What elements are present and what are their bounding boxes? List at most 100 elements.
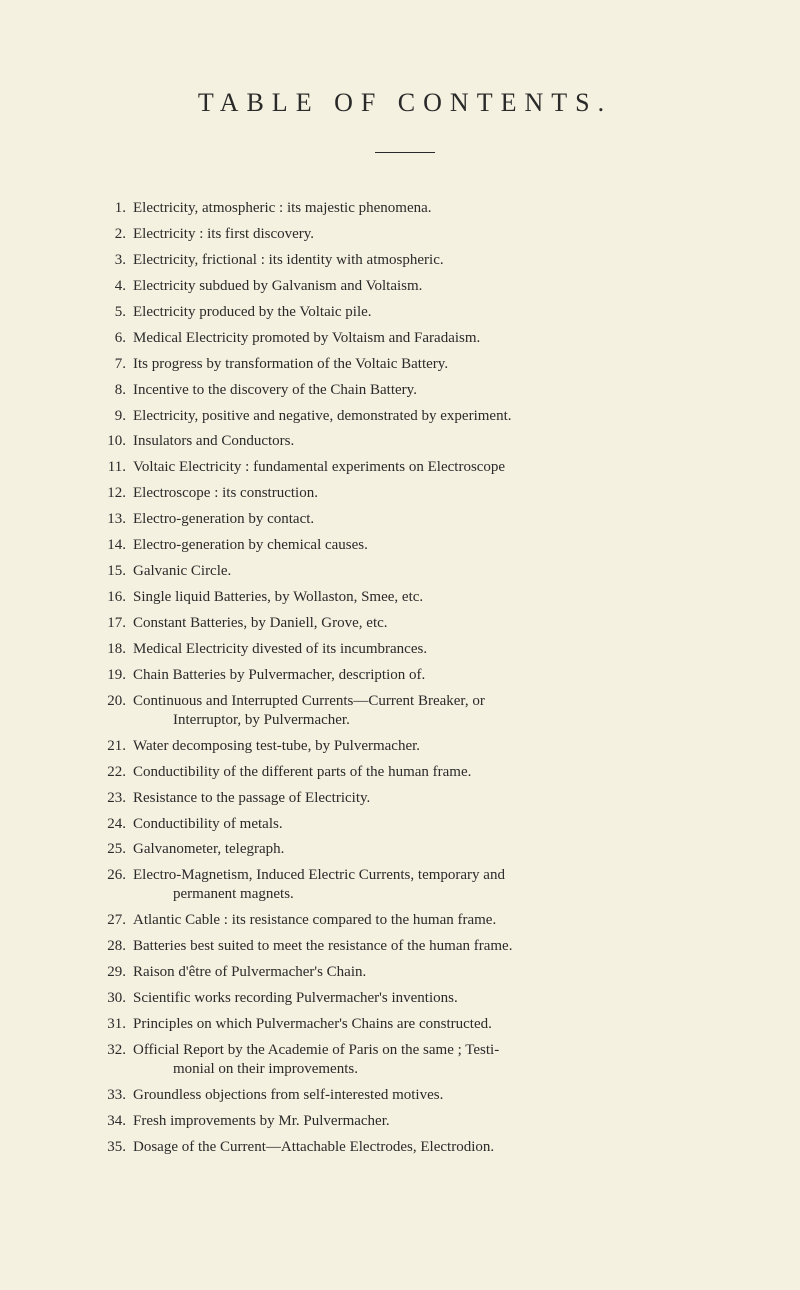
toc-text: Electricity : its first discovery. (133, 227, 705, 243)
toc-text: Electroscope : its construction. (133, 486, 705, 502)
toc-text: Dosage of the Current—Attachable Electro… (133, 1140, 705, 1156)
toc-text: Conductibility of the different parts of… (133, 765, 705, 781)
toc-text: Electro-generation by contact. (133, 512, 705, 528)
toc-number: 17. (105, 616, 133, 632)
toc-text: Electro-Magnetism, Induced Electric Curr… (133, 868, 705, 884)
toc-item: 28.Batteries best suited to meet the res… (105, 939, 705, 955)
toc-number: 29. (105, 965, 133, 981)
toc-number: 21. (105, 739, 133, 755)
toc-number: 6. (105, 331, 133, 347)
toc-item: 5.Electricity produced by the Voltaic pi… (105, 305, 705, 321)
toc-text: Official Report by the Academie of Paris… (133, 1043, 705, 1059)
toc-number: 34. (105, 1114, 133, 1130)
toc-item: 35.Dosage of the Current—Attachable Elec… (105, 1140, 705, 1156)
toc-number: 26. (105, 868, 133, 884)
toc-item: 14.Electro-generation by chemical causes… (105, 538, 705, 554)
toc-text: Atlantic Cable : its resistance compared… (133, 913, 705, 929)
toc-continuation: monial on their improvements. (105, 1062, 705, 1078)
toc-number: 28. (105, 939, 133, 955)
toc-item: 19.Chain Batteries by Pulvermacher, desc… (105, 668, 705, 684)
toc-text: Medical Electricity divested of its incu… (133, 642, 705, 658)
toc-text: Its progress by transformation of the Vo… (133, 357, 705, 373)
toc-number: 22. (105, 765, 133, 781)
page-title: TABLE OF CONTENTS. (105, 88, 705, 118)
toc-item: 26.Electro-Magnetism, Induced Electric C… (105, 868, 705, 884)
toc-number: 10. (105, 434, 133, 450)
toc-item: 1.Electricity, atmospheric : its majesti… (105, 201, 705, 217)
toc-text: Insulators and Conductors. (133, 434, 705, 450)
toc-text: Incentive to the discovery of the Chain … (133, 383, 705, 399)
toc-item: 6.Medical Electricity promoted by Voltai… (105, 331, 705, 347)
toc-item: 16.Single liquid Batteries, by Wollaston… (105, 590, 705, 606)
toc-number: 20. (105, 694, 133, 710)
toc-item: 29.Raison d'être of Pulvermacher's Chain… (105, 965, 705, 981)
toc-number: 30. (105, 991, 133, 1007)
toc-text: Electro-generation by chemical causes. (133, 538, 705, 554)
toc-item: 3.Electricity, frictional : its identity… (105, 253, 705, 269)
toc-text: Principles on which Pulvermacher's Chain… (133, 1017, 705, 1033)
toc-item: 4.Electricity subdued by Galvanism and V… (105, 279, 705, 295)
toc-number: 9. (105, 409, 133, 425)
toc-item: 32.Official Report by the Academie of Pa… (105, 1043, 705, 1059)
toc-item: 23.Resistance to the passage of Electric… (105, 791, 705, 807)
toc-number: 12. (105, 486, 133, 502)
toc-item: 20.Continuous and Interrupted Currents—C… (105, 694, 705, 710)
toc-number: 24. (105, 817, 133, 833)
toc-text: Single liquid Batteries, by Wollaston, S… (133, 590, 705, 606)
title-divider (375, 152, 435, 153)
toc-item: 12.Electroscope : its construction. (105, 486, 705, 502)
toc-text: Raison d'être of Pulvermacher's Chain. (133, 965, 705, 981)
toc-item: 30.Scientific works recording Pulvermach… (105, 991, 705, 1007)
table-of-contents: 1.Electricity, atmospheric : its majesti… (105, 201, 705, 1155)
toc-text: Groundless objections from self-interest… (133, 1088, 705, 1104)
toc-text: Scientific works recording Pulvermacher'… (133, 991, 705, 1007)
toc-number: 35. (105, 1140, 133, 1156)
toc-item: 10.Insulators and Conductors. (105, 434, 705, 450)
toc-text: Resistance to the passage of Electricity… (133, 791, 705, 807)
toc-number: 8. (105, 383, 133, 399)
toc-text: Conductibility of metals. (133, 817, 705, 833)
toc-number: 31. (105, 1017, 133, 1033)
toc-number: 23. (105, 791, 133, 807)
toc-text: Galvanic Circle. (133, 564, 705, 580)
toc-item: 22.Conductibility of the different parts… (105, 765, 705, 781)
toc-text: Electricity, atmospheric : its majestic … (133, 201, 705, 217)
toc-text: Voltaic Electricity : fundamental experi… (133, 460, 705, 476)
toc-number: 25. (105, 842, 133, 858)
toc-number: 4. (105, 279, 133, 295)
toc-number: 3. (105, 253, 133, 269)
toc-text: Electricity subdued by Galvanism and Vol… (133, 279, 705, 295)
toc-number: 11. (105, 460, 133, 476)
toc-continuation: Interruptor, by Pulvermacher. (105, 713, 705, 729)
toc-text: Constant Batteries, by Daniell, Grove, e… (133, 616, 705, 632)
toc-item: 15.Galvanic Circle. (105, 564, 705, 580)
toc-text: Fresh improvements by Mr. Pulvermacher. (133, 1114, 705, 1130)
toc-text: Electricity, positive and negative, demo… (133, 409, 705, 425)
toc-text: Electricity, frictional : its identity w… (133, 253, 705, 269)
toc-item: 13.Electro-generation by contact. (105, 512, 705, 528)
toc-text: Chain Batteries by Pulvermacher, descrip… (133, 668, 705, 684)
toc-item: 2.Electricity : its first discovery. (105, 227, 705, 243)
toc-item: 27.Atlantic Cable : its resistance compa… (105, 913, 705, 929)
toc-number: 13. (105, 512, 133, 528)
toc-item: 31.Principles on which Pulvermacher's Ch… (105, 1017, 705, 1033)
toc-number: 15. (105, 564, 133, 580)
toc-number: 5. (105, 305, 133, 321)
toc-text: Batteries best suited to meet the resist… (133, 939, 705, 955)
toc-item: 8.Incentive to the discovery of the Chai… (105, 383, 705, 399)
toc-item: 9.Electricity, positive and negative, de… (105, 409, 705, 425)
toc-number: 33. (105, 1088, 133, 1104)
toc-number: 1. (105, 201, 133, 217)
toc-number: 16. (105, 590, 133, 606)
toc-text: Electricity produced by the Voltaic pile… (133, 305, 705, 321)
toc-continuation: permanent magnets. (105, 887, 705, 903)
toc-item: 33.Groundless objections from self-inter… (105, 1088, 705, 1104)
toc-item: 7.Its progress by transformation of the … (105, 357, 705, 373)
toc-item: 18.Medical Electricity divested of its i… (105, 642, 705, 658)
toc-number: 14. (105, 538, 133, 554)
toc-number: 18. (105, 642, 133, 658)
toc-text: Galvanometer, telegraph. (133, 842, 705, 858)
toc-item: 11.Voltaic Electricity : fundamental exp… (105, 460, 705, 476)
page-container: TABLE OF CONTENTS. 1.Electricity, atmosp… (105, 88, 705, 1290)
toc-number: 19. (105, 668, 133, 684)
